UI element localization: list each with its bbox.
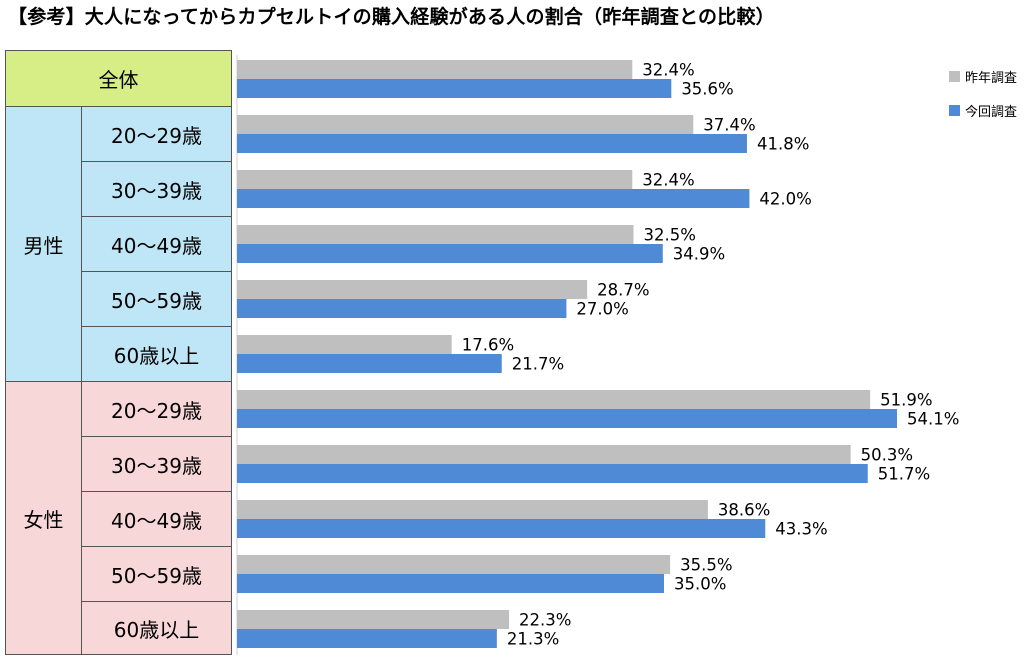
value-label-last-year-3: 32.5% — [644, 226, 696, 245]
chart-title: 【参考】大人になってからカプセルトイの購入経験がある人の割合（昨年調査との比較） — [8, 6, 775, 28]
row-label-female-30s: 30～39歳 — [81, 436, 231, 491]
row-label-female-20s: 20～29歳 — [81, 381, 231, 436]
legend-swatch-this-year — [949, 104, 960, 116]
legend: 昨年調査 今回調査 — [949, 68, 1017, 136]
bar-last-year-1 — [237, 115, 694, 134]
value-label-last-year-10: 22.3% — [519, 611, 571, 630]
value-label-this-year-5: 21.7% — [512, 355, 564, 374]
value-label-last-year-8: 38.6% — [718, 501, 770, 520]
value-label-this-year-4: 27.0% — [576, 300, 628, 319]
row-label-male-50s: 50～59歳 — [81, 271, 231, 326]
value-label-last-year-5: 17.6% — [462, 336, 514, 355]
row-label-female-60plus: 60歳以上 — [81, 601, 231, 654]
bar-this-year-5 — [237, 354, 502, 373]
value-label-this-year-10: 21.3% — [507, 630, 559, 649]
bar-last-year-4 — [237, 280, 588, 299]
legend-item-this-year: 今回調査 — [949, 102, 1018, 120]
value-label-last-year-1: 37.4% — [703, 116, 755, 135]
value-label-last-year-7: 50.3% — [861, 446, 913, 465]
value-label-this-year-9: 35.0% — [674, 575, 726, 594]
bar-this-year-6 — [237, 409, 898, 428]
legend-item-last-year: 昨年調査 — [949, 68, 1018, 86]
bar-last-year-9 — [237, 555, 671, 574]
bar-this-year-0 — [237, 79, 672, 98]
bar-this-year-3 — [237, 244, 663, 263]
value-label-last-year-4: 28.7% — [597, 281, 649, 300]
row-label-male-20s: 20～29歳 — [81, 106, 231, 161]
value-label-last-year-0: 32.4% — [642, 61, 694, 80]
bar-last-year-7 — [237, 445, 851, 464]
group-label-male: 男性 — [6, 106, 81, 381]
value-label-this-year-3: 34.9% — [673, 245, 725, 264]
bar-last-year-6 — [237, 390, 871, 409]
bar-last-year-8 — [237, 500, 708, 519]
bar-this-year-7 — [237, 464, 868, 483]
row-label-female-50s: 50～59歳 — [81, 546, 231, 601]
value-label-this-year-1: 41.8% — [757, 135, 809, 154]
group-label-female: 女性 — [6, 381, 81, 654]
value-label-this-year-8: 43.3% — [775, 520, 827, 539]
row-label-male-40s: 40～49歳 — [81, 216, 231, 271]
value-label-this-year-0: 35.6% — [681, 80, 733, 99]
value-label-this-year-6: 54.1% — [907, 410, 959, 429]
legend-swatch-last-year — [949, 70, 960, 82]
bar-this-year-1 — [237, 134, 747, 153]
row-label-male-30s: 30～39歳 — [81, 161, 231, 216]
row-label-male-60plus: 60歳以上 — [81, 326, 231, 381]
row-label-total: 全体 — [6, 51, 231, 106]
bar-last-year-0 — [237, 60, 633, 79]
bar-last-year-10 — [237, 610, 510, 629]
category-table: 全体 男性 20～29歳 30～39歳 40～49歳 50～59歳 60歳以上 … — [5, 50, 232, 655]
bar-last-year-2 — [237, 170, 633, 189]
legend-label-this-year: 今回調査 — [965, 104, 1018, 120]
value-label-last-year-2: 32.4% — [642, 171, 694, 190]
value-label-this-year-7: 51.7% — [878, 465, 930, 484]
value-label-this-year-2: 42.0% — [759, 190, 811, 209]
value-label-last-year-9: 35.5% — [680, 556, 732, 575]
bar-last-year-5 — [237, 335, 452, 354]
bar-last-year-3 — [237, 225, 634, 244]
bar-this-year-10 — [237, 629, 497, 648]
bar-this-year-9 — [237, 574, 664, 593]
bar-this-year-4 — [237, 299, 567, 318]
bar-this-year-8 — [237, 519, 766, 538]
legend-label-last-year: 昨年調査 — [965, 70, 1018, 86]
bar-this-year-2 — [237, 189, 750, 208]
row-label-female-40s: 40～49歳 — [81, 491, 231, 546]
value-label-last-year-6: 51.9% — [880, 391, 932, 410]
